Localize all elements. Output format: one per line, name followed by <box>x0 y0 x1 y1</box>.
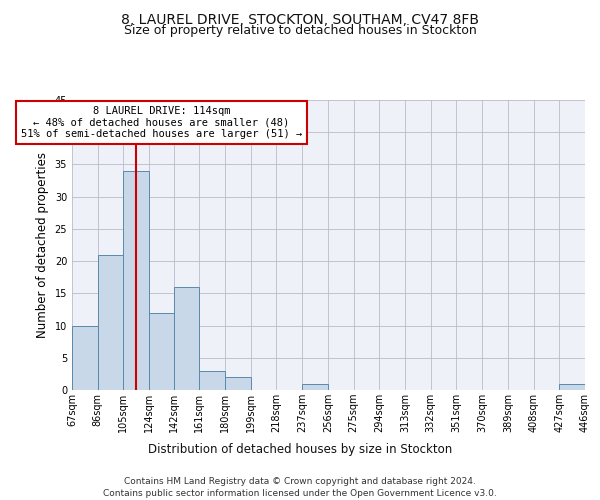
Text: 8, LAUREL DRIVE, STOCKTON, SOUTHAM, CV47 8FB: 8, LAUREL DRIVE, STOCKTON, SOUTHAM, CV47… <box>121 12 479 26</box>
Bar <box>225 377 251 390</box>
Y-axis label: Number of detached properties: Number of detached properties <box>36 152 49 338</box>
Bar <box>199 370 225 390</box>
Bar <box>124 171 149 390</box>
Text: 8 LAUREL DRIVE: 114sqm
← 48% of detached houses are smaller (48)
51% of semi-det: 8 LAUREL DRIVE: 114sqm ← 48% of detached… <box>21 106 302 139</box>
Bar <box>302 384 328 390</box>
Text: Size of property relative to detached houses in Stockton: Size of property relative to detached ho… <box>124 24 476 37</box>
Text: Contains HM Land Registry data © Crown copyright and database right 2024.
Contai: Contains HM Land Registry data © Crown c… <box>103 476 497 498</box>
Bar <box>173 287 199 390</box>
Text: Distribution of detached houses by size in Stockton: Distribution of detached houses by size … <box>148 442 452 456</box>
Bar <box>98 254 124 390</box>
Bar <box>72 326 98 390</box>
Bar <box>559 384 585 390</box>
Bar <box>149 312 173 390</box>
